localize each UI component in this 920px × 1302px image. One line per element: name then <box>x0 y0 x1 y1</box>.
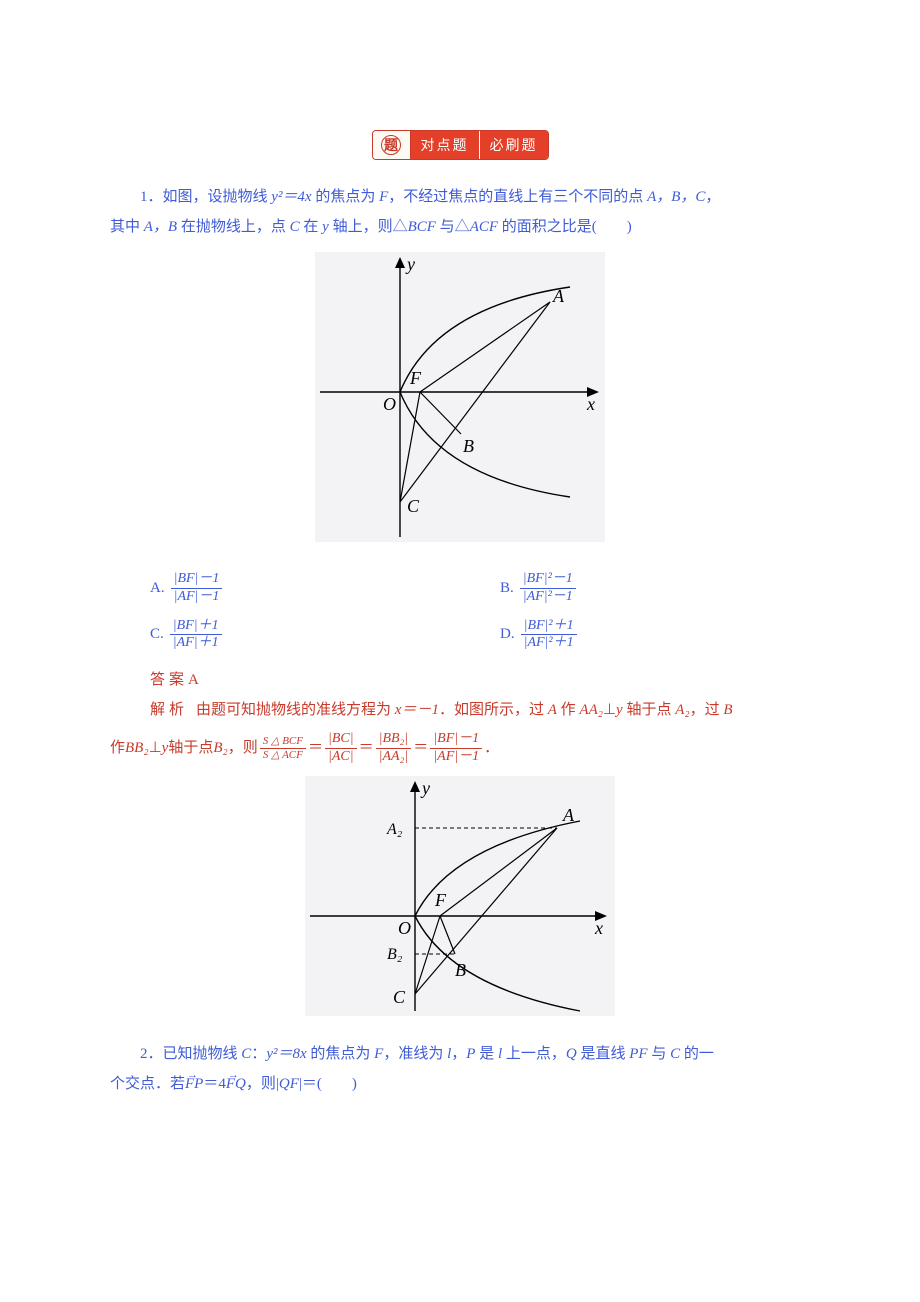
section-badge: 题 对点题 必刷题 <box>110 130 810 160</box>
badge-icon: 题 <box>373 130 411 160</box>
svg-text:B₂: B₂ <box>387 946 403 963</box>
q2-stem-line2: 个交点．若FP＝4FQ，则|QF|＝( ) <box>110 1069 810 1099</box>
q2-stem: 2．已知抛物线 C：y²＝8x 的焦点为 F，准线为 l，P 是 l 上一点，Q… <box>110 1039 810 1069</box>
svg-text:O: O <box>383 394 396 414</box>
q1-figure-1: y x O F A B C <box>110 252 810 547</box>
svg-text:B: B <box>455 960 466 980</box>
q1-explanation: 解析由题可知抛物线的准线方程为 x＝－1．如图所示，过 A 作 AA₂⊥y 轴于… <box>110 695 810 725</box>
svg-text:x: x <box>586 394 595 414</box>
q1-explanation-line2: 作 BB₂⊥y 轴于点 B₂，则 S △ BCFS △ ACF ＝ |BC||A… <box>110 731 810 766</box>
svg-text:F: F <box>434 890 447 910</box>
q1-option-d: D. |BF|²＋1|AF|²＋1 <box>460 612 810 659</box>
q1-option-a: A. |BF|－1|AF|－1 <box>110 565 460 612</box>
q1-option-c: C. |BF|＋1|AF|＋1 <box>110 612 460 659</box>
q1-stem: 1．如图，设抛物线 y²＝4x 的焦点为 F，不经过焦点的直线上有三个不同的点 … <box>110 182 810 212</box>
q1-answer: 答案A <box>150 668 810 689</box>
svg-text:A: A <box>562 805 575 825</box>
q1-option-b: B. |BF|²－1|AF|²－1 <box>460 565 810 612</box>
svg-text:B: B <box>463 436 474 456</box>
svg-text:C: C <box>393 987 406 1007</box>
badge-seg-1: 对点题 <box>411 130 480 160</box>
svg-text:y: y <box>420 778 430 798</box>
svg-text:F: F <box>409 368 422 388</box>
svg-text:A: A <box>552 286 565 306</box>
svg-text:y: y <box>405 254 415 274</box>
badge-seg-2: 必刷题 <box>480 130 548 160</box>
svg-text:x: x <box>594 918 603 938</box>
svg-text:C: C <box>407 496 420 516</box>
q1-figure-2: y x O A A₂ B B₂ C F <box>110 776 810 1021</box>
q1-stem-line2: 其中 A，B 在抛物线上，点 C 在 y 轴上，则△BCF 与△ACF 的面积之… <box>110 212 810 242</box>
svg-text:A₂: A₂ <box>386 821 403 838</box>
q1-options: A. |BF|－1|AF|－1 B. |BF|²－1|AF|²－1 C. |BF… <box>110 565 810 658</box>
svg-text:O: O <box>398 918 411 938</box>
